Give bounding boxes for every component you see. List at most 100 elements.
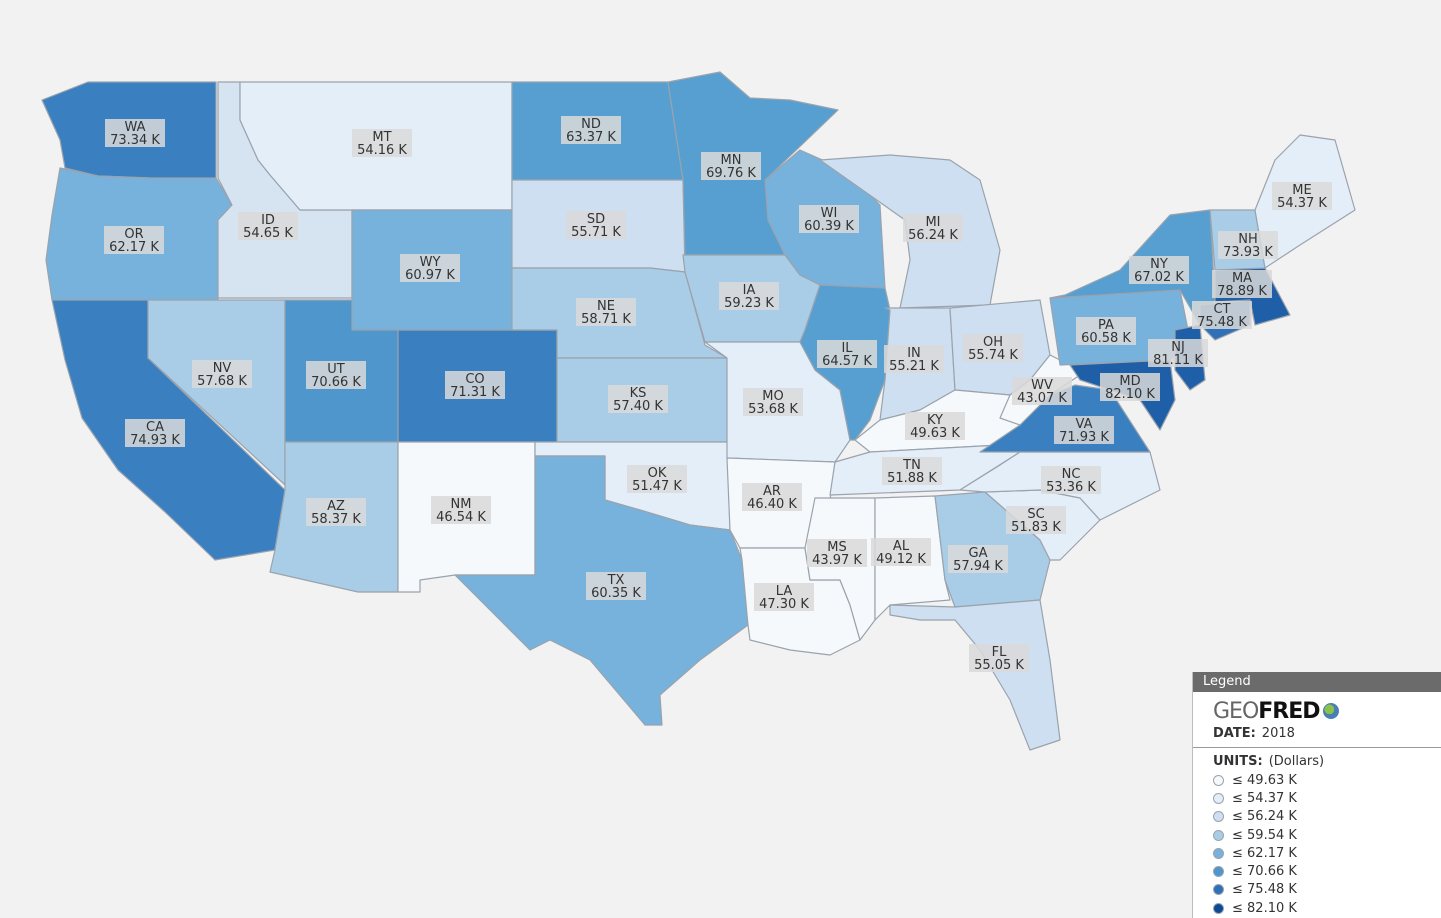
label-background — [105, 119, 165, 147]
legend-item: ≤ 82.10 K — [1213, 899, 1441, 917]
label-background — [1192, 301, 1252, 329]
state-abbr: MO — [762, 389, 783, 404]
label-background — [743, 388, 803, 416]
state-abbr: AL — [893, 539, 910, 554]
logo-fred-text: FRED — [1258, 698, 1320, 724]
state-abbr: CO — [465, 372, 484, 387]
state-value: 56.24 K — [908, 228, 958, 243]
state-abbr: NY — [1150, 257, 1168, 272]
state-value: 71.31 K — [450, 385, 500, 400]
state-abbr: ID — [261, 213, 275, 228]
label-background — [561, 116, 621, 144]
state-value: 49.63 K — [910, 426, 960, 441]
state-abbr: WV — [1031, 378, 1053, 393]
state-value: 55.71 K — [571, 225, 621, 240]
label-background — [963, 334, 1023, 362]
globe-icon — [1322, 703, 1339, 719]
state-abbr: PA — [1098, 318, 1114, 333]
label-background — [238, 212, 298, 240]
state-abbr: FL — [992, 645, 1007, 660]
label-background — [871, 538, 931, 566]
state-value: 43.07 K — [1017, 391, 1067, 406]
label-background — [586, 572, 646, 600]
state-abbr: NM — [451, 497, 472, 512]
units-label: UNITS: — [1213, 754, 1263, 769]
state-value: 54.65 K — [243, 226, 293, 241]
state-value: 55.05 K — [974, 658, 1024, 673]
state-value: 82.10 K — [1105, 387, 1155, 402]
label-background — [903, 214, 963, 242]
label-background — [948, 545, 1008, 573]
state-value: 55.74 K — [968, 348, 1018, 363]
legend-divider — [1193, 747, 1441, 748]
label-background — [445, 371, 505, 399]
label-background — [1148, 339, 1208, 367]
legend-swatch — [1213, 811, 1224, 823]
state-value: 57.94 K — [953, 559, 1003, 574]
state-value: 60.58 K — [1081, 331, 1131, 346]
legend-swatch — [1213, 774, 1224, 786]
state-value: 70.66 K — [311, 375, 361, 390]
label-background — [104, 226, 164, 254]
label-background — [742, 483, 802, 511]
state-abbr: TX — [607, 573, 625, 588]
legend-label: ≤ 62.17 K — [1232, 845, 1297, 861]
state-abbr: UT — [327, 362, 345, 377]
label-background — [566, 211, 626, 239]
label-background — [969, 644, 1029, 672]
state-abbr: CT — [1213, 302, 1230, 317]
state-fl[interactable] — [889, 599, 1061, 751]
label-background — [1076, 317, 1136, 345]
legend-label: ≤ 49.63 K — [1232, 772, 1297, 788]
state-abbr: IL — [841, 341, 853, 356]
state-value: 46.40 K — [747, 497, 797, 512]
label-background — [352, 129, 412, 157]
legend-swatch — [1213, 829, 1224, 841]
state-abbr: NV — [213, 361, 232, 376]
state-value: 51.88 K — [887, 471, 937, 486]
state-value: 47.30 K — [759, 597, 809, 612]
state-abbr: OK — [648, 466, 667, 481]
state-abbr: ME — [1292, 183, 1311, 198]
label-background — [719, 282, 779, 310]
state-abbr: ND — [581, 117, 601, 132]
label-background — [1041, 466, 1101, 494]
state-value: 54.37 K — [1277, 196, 1327, 211]
state-value: 58.37 K — [311, 512, 361, 527]
state-abbr: GA — [969, 546, 988, 561]
label-background — [608, 385, 668, 413]
legend-swatch — [1213, 847, 1224, 859]
date-value: 2018 — [1261, 726, 1295, 741]
legend-panel: Legend GEO FRED DATE: 2018 UNITS: (Dollars)… — [1192, 672, 1441, 918]
state-abbr: AZ — [327, 499, 345, 514]
state-value: 57.68 K — [197, 374, 247, 389]
state-value: 62.17 K — [109, 240, 159, 255]
state-abbr: KS — [630, 386, 647, 401]
label-background — [701, 152, 761, 180]
label-background — [125, 419, 185, 447]
label-background — [1006, 506, 1066, 534]
legend-item: ≤ 59.54 K — [1213, 826, 1441, 844]
